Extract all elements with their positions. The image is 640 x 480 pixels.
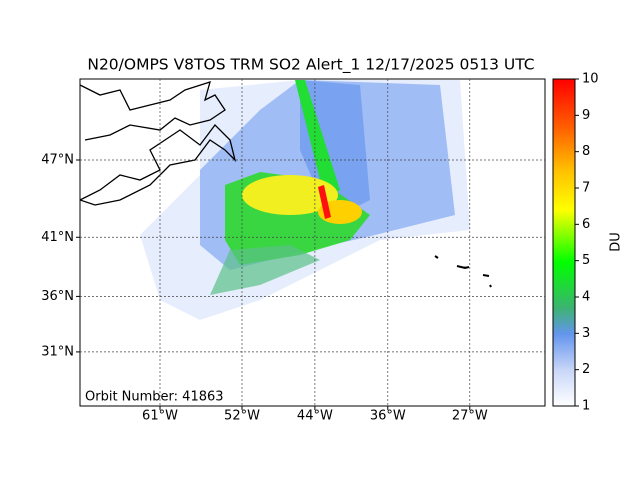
islands xyxy=(434,255,492,288)
colorbar-tick-label: 2 xyxy=(582,362,590,377)
colorbar-tick-label: 10 xyxy=(582,72,599,87)
lon-label: 52°W xyxy=(224,409,260,424)
plume-teal xyxy=(210,245,320,295)
lon-label: 27°W xyxy=(452,409,488,424)
colorbar-label: DU xyxy=(609,232,624,252)
colorbar-tick-label: 5 xyxy=(582,253,590,268)
colorbar-tick-label: 8 xyxy=(582,144,590,159)
colorbar-tick-label: 1 xyxy=(582,399,590,414)
lat-label: 41°N xyxy=(41,230,74,245)
lat-label: 31°N xyxy=(41,344,74,359)
lon-label: 36°W xyxy=(370,409,406,424)
lon-label: 61°W xyxy=(142,409,178,424)
colorbar-tick-label: 6 xyxy=(582,217,590,232)
lat-label: 47°N xyxy=(41,153,74,168)
lon-label: 44°W xyxy=(297,409,333,424)
map-title: N20/OMPS V8TOS TRM SO2 Alert_1 12/17/202… xyxy=(87,56,534,75)
coastline xyxy=(80,81,237,206)
plume-orange xyxy=(318,200,362,224)
map-frame xyxy=(79,78,546,407)
streak-green xyxy=(295,80,340,200)
data-layer xyxy=(80,80,492,320)
lat-label: 36°N xyxy=(41,289,74,304)
orbit-annotation: Orbit Number: 41863 xyxy=(85,390,224,405)
colorbar xyxy=(552,78,576,407)
colorbar-tick-label: 4 xyxy=(582,290,590,305)
colorbar-tick-label: 7 xyxy=(582,181,590,196)
plume-red xyxy=(318,185,331,219)
plume-yellow xyxy=(242,175,338,215)
colorbar-tick-label: 9 xyxy=(582,108,590,123)
colorbar-tick-label: 3 xyxy=(582,326,590,341)
